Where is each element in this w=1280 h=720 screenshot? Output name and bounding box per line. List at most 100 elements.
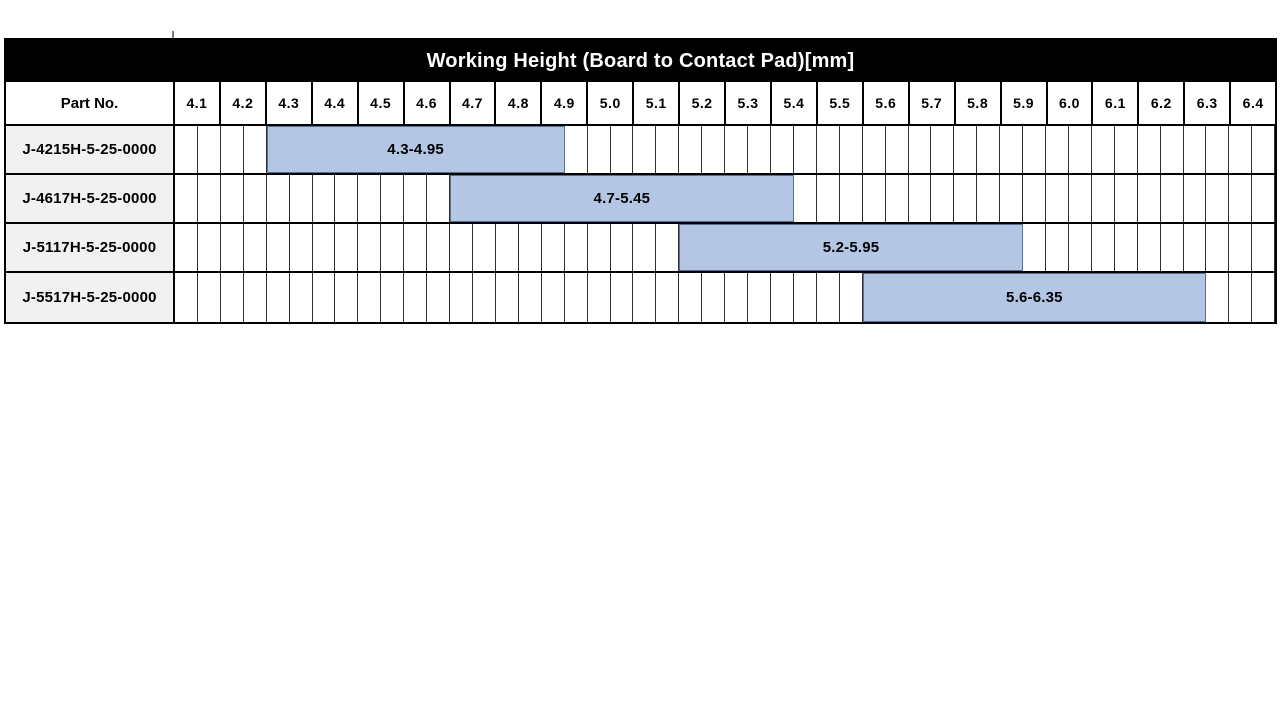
grid-cell [1023, 175, 1047, 222]
axis-tick-6.2: 6.2 [1139, 82, 1186, 124]
grid-cell [1138, 126, 1161, 173]
grid-cell [977, 126, 1001, 173]
axis-tick-5.2: 5.2 [680, 82, 727, 124]
grid-cell [886, 175, 909, 222]
axis-tick-4.4: 4.4 [313, 82, 359, 124]
grid-cell [1092, 224, 1115, 271]
range-grid: 4.7-5.45 [175, 175, 1276, 222]
grid-cell [175, 273, 198, 322]
grid-cell [404, 273, 428, 322]
grid-cell [175, 224, 198, 271]
grid-cell [175, 175, 198, 222]
grid-cell [313, 175, 336, 222]
grid-cell [244, 224, 267, 271]
grid-cell [1092, 126, 1115, 173]
grid-cell [1206, 273, 1230, 322]
axis-tick-6.3: 6.3 [1185, 82, 1232, 124]
grid-cell [1046, 175, 1069, 222]
grid-cell [817, 273, 840, 322]
grid-cell [427, 175, 451, 222]
part-row: J-4617H-5-25-0000 4.7-5.45 [6, 175, 1276, 224]
grid-cell [244, 175, 267, 222]
grid-cell [863, 175, 886, 222]
grid-cell [473, 273, 496, 322]
grid-cell [931, 175, 955, 222]
axis-tick-5.0: 5.0 [588, 82, 635, 124]
grid-cell [1069, 175, 1092, 222]
part-no-cell: J-5517H-5-25-0000 [6, 273, 175, 322]
axis-tick-5.3: 5.3 [726, 82, 772, 124]
grid-cell [1206, 175, 1230, 222]
grid-cell [244, 126, 267, 173]
grid-cell [1229, 126, 1253, 173]
grid-cell [1252, 273, 1276, 322]
grid-cell [519, 273, 542, 322]
grid-cell [1000, 126, 1024, 173]
chart-rows: J-4215H-5-25-0000 4.3-4.95 J-4617H-5-25-00… [6, 126, 1276, 322]
grid-cell [611, 273, 634, 322]
grid-cell [840, 175, 863, 222]
grid-cell [954, 126, 978, 173]
grid-cell [1138, 175, 1161, 222]
grid-cell [427, 273, 451, 322]
grid-cell [931, 126, 955, 173]
grid-cell [679, 273, 703, 322]
grid-cell [198, 273, 221, 322]
part-row: J-4215H-5-25-0000 4.3-4.95 [6, 126, 1276, 175]
grid-cell [358, 224, 382, 271]
axis-tick-5.6: 5.6 [864, 82, 910, 124]
grid-cell [198, 224, 221, 271]
range-bar: 5.6-6.35 [862, 273, 1207, 322]
grid-cell [977, 175, 1001, 222]
axis-tick-4.8: 4.8 [496, 82, 543, 124]
grid-cell [633, 126, 657, 173]
grid-cell [909, 175, 932, 222]
grid-cell [1069, 224, 1092, 271]
part-no-cell: J-4215H-5-25-0000 [6, 126, 175, 173]
grid-cell [1161, 224, 1184, 271]
grid-cell [794, 273, 817, 322]
grid-cell [1046, 126, 1069, 173]
working-height-chart: Working Height (Board to Contact Pad)[mm… [4, 38, 1277, 324]
grid-cell [496, 273, 519, 322]
grid-cell [1138, 224, 1161, 271]
grid-cell [175, 126, 198, 173]
axis-tick-4.5: 4.5 [359, 82, 405, 124]
axis-tick-6.4: 6.4 [1242, 95, 1264, 111]
grid-cell [565, 273, 588, 322]
grid-cell [794, 175, 817, 222]
grid-cell [679, 126, 703, 173]
axis-tick-4.7: 4.7 [451, 82, 497, 124]
grid-cell [771, 273, 794, 322]
grid-cell [656, 224, 680, 271]
axis-tick-4.6: 4.6 [405, 82, 451, 124]
grid-cell [886, 126, 909, 173]
grid-cell [1229, 273, 1253, 322]
grid-cell [290, 175, 313, 222]
grid-cell [656, 126, 680, 173]
grid-cell [725, 273, 749, 322]
part-no-cell: J-4617H-5-25-0000 [6, 175, 175, 222]
axis-tick-5.5: 5.5 [818, 82, 864, 124]
grid-cell [565, 126, 588, 173]
grid-cell [588, 126, 611, 173]
grid-cell [244, 273, 267, 322]
grid-cell [290, 273, 313, 322]
range-grid: 5.2-5.95 [175, 224, 1276, 271]
grid-cell [313, 273, 336, 322]
axis-tick-6.0: 6.0 [1048, 82, 1094, 124]
axis-tick-4.1: 4.1 [175, 82, 221, 124]
axis-tick-4.3: 4.3 [267, 82, 313, 124]
grid-cell [1069, 126, 1092, 173]
grid-cell [794, 126, 817, 173]
grid-cell [381, 224, 405, 271]
grid-cell [450, 273, 473, 322]
grid-cell [840, 273, 863, 322]
grid-cell [381, 273, 405, 322]
range-bar: 5.2-5.95 [679, 224, 1023, 271]
grid-cell [611, 126, 634, 173]
chart-title: Working Height (Board to Contact Pad)[mm… [426, 49, 855, 72]
grid-cell [221, 273, 244, 322]
axis-tick-4.2: 4.2 [221, 82, 267, 124]
axis-tick-5.9: 5.9 [1002, 82, 1048, 124]
